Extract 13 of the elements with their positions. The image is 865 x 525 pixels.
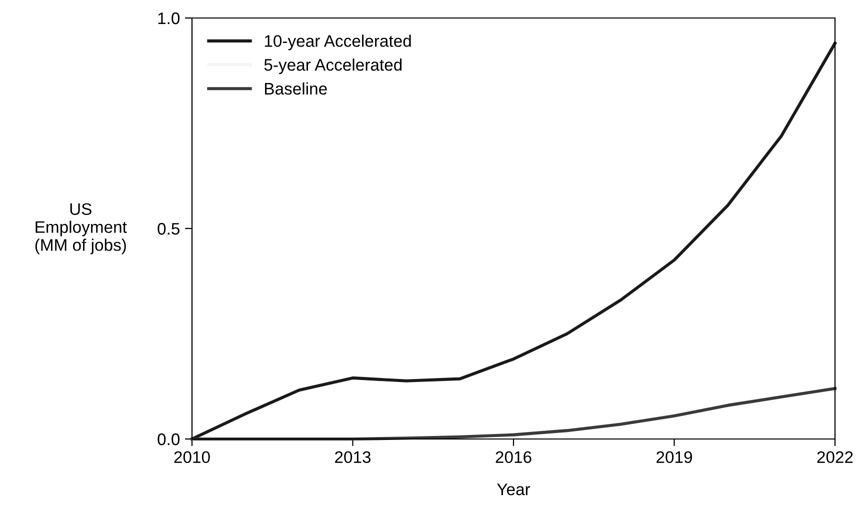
y-axis-title: US Employment (MM of jobs) [35, 203, 127, 254]
legend-label: 5-year Accelerated [264, 58, 402, 74]
y-tick-label: 0.0 [158, 433, 180, 446]
y-tick-label: 0.5 [158, 222, 180, 235]
legend-label: Baseline [265, 82, 327, 95]
x-tick-label: 2019 [656, 451, 692, 464]
y-tick-label: 1.0 [158, 12, 180, 24]
x-tick-label: 2013 [335, 451, 371, 464]
x-axis-title: Year [497, 484, 530, 496]
x-tick-label: 2022 [817, 451, 853, 464]
x-tick-label: 2016 [496, 451, 532, 464]
legend-label: 10-year Accelerated [264, 34, 411, 50]
x-tick-label: 2010 [174, 451, 210, 464]
